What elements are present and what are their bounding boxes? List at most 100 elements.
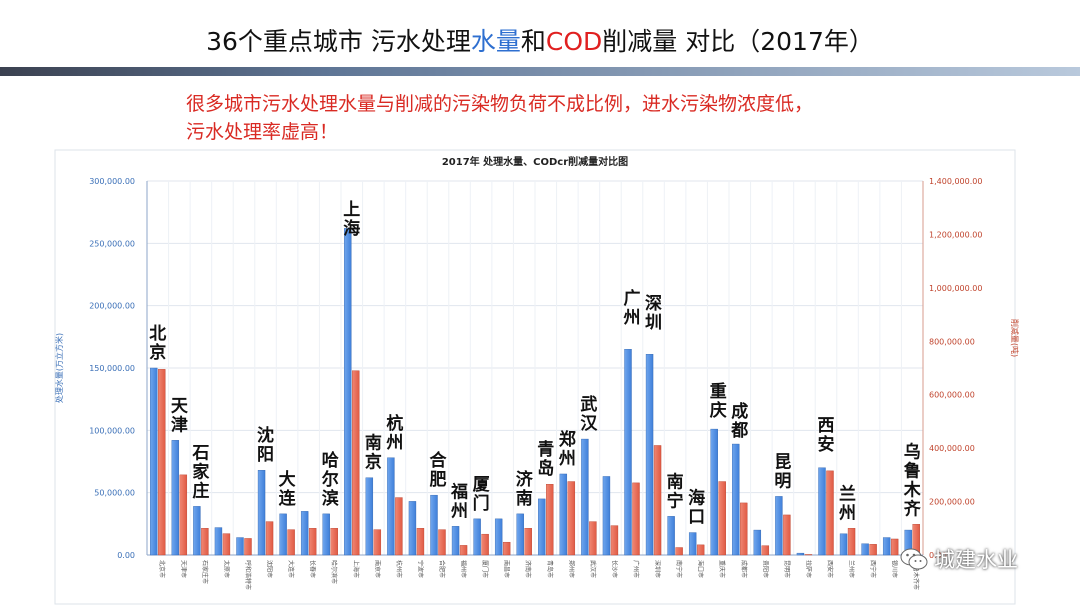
category-tick-label: 长春市 (309, 560, 317, 578)
cod-bar (890, 538, 899, 556)
category-tick-label: 西宁市 (869, 560, 877, 578)
water-bar (559, 473, 568, 556)
water-bar (645, 354, 654, 556)
city-annotation: 海口 (688, 488, 705, 528)
water-bar (193, 506, 201, 556)
city-annotation: 昆明 (774, 452, 791, 491)
cod-bar (589, 521, 597, 556)
category-tick-label: 青岛市 (546, 560, 554, 578)
category-tick-label: 武汉市 (589, 560, 597, 578)
cod-bar (438, 529, 446, 556)
water-bar (882, 537, 891, 556)
right-tick-label: 1,000,000.00 (929, 284, 982, 293)
city-annotation: 北京 (149, 324, 166, 363)
right-tick-label: 800,000.00 (929, 337, 975, 346)
category-tick-label: 南宁市 (675, 560, 683, 578)
subtitle-line-2: 污水处理率虚高！ (186, 121, 339, 143)
water-bar (344, 228, 352, 556)
water-bar (516, 513, 524, 556)
water-bar (171, 440, 180, 556)
cod-bar (632, 482, 640, 556)
city-annotation: 石家庄 (191, 443, 209, 501)
category-tick-label: 深圳市 (654, 560, 662, 578)
slide-title: 36个重点城市 污水处理水量和COD削减量 对比（2017年） (0, 22, 1080, 58)
city-annotation: 福州 (450, 481, 468, 521)
water-bar (732, 443, 740, 556)
category-tick-label: 杭州市 (395, 560, 403, 578)
left-tick-label: 100,000.00 (89, 426, 135, 435)
category-tick-label: 北京市 (158, 560, 166, 578)
category-tick-label: 福州市 (460, 560, 468, 578)
category-tick-label: 天津市 (179, 560, 187, 578)
city-annotation: 济南 (516, 469, 534, 509)
category-tick-label: 上海市 (352, 560, 360, 578)
water-bar (688, 532, 697, 556)
subtitle-line-1: 很多城市污水处理水量与削减的污染物负荷不成比例，进水污染物浓度低， (186, 93, 814, 115)
category-tick-label: 合肥市 (438, 560, 446, 578)
title-text-2: 和 (520, 27, 546, 56)
city-annotation: 西安 (818, 416, 835, 455)
water-bar (796, 552, 805, 556)
watermark-text: 城建水业 (934, 548, 1018, 572)
city-annotation: 杭州 (385, 413, 403, 453)
category-tick-label: 贵阳市 (761, 560, 769, 578)
right-tick-label: 0.00 (929, 551, 947, 560)
right-tick-label: 1,200,000.00 (929, 230, 982, 239)
left-tick-label: 150,000.00 (89, 364, 135, 373)
category-tick-label: 太原市 (222, 560, 230, 578)
category-tick-label: 沈阳市 (266, 560, 274, 578)
city-annotation: 青岛 (537, 439, 554, 479)
water-bar (581, 438, 589, 556)
water-bar (494, 518, 503, 556)
cod-bar (179, 474, 188, 556)
category-tick-label: 宁波市 (416, 560, 424, 578)
cod-bar (481, 533, 489, 556)
chart-title: 2017年 处理水量、CODcr削减量对比图 (442, 155, 628, 168)
water-bar (775, 496, 783, 556)
cod-bar (352, 370, 360, 556)
cod-bar (610, 525, 619, 556)
city-annotation: 成都 (730, 401, 748, 441)
left-tick-label: 50,000.00 (94, 489, 135, 498)
water-bar (861, 543, 869, 556)
right-tick-label: 200,000.00 (929, 498, 975, 507)
city-annotation: 深圳 (645, 293, 662, 333)
left-tick-label: 0.00 (117, 551, 135, 560)
cod-bar (847, 528, 856, 556)
category-tick-label: 重庆市 (718, 560, 726, 578)
city-annotation: 广州 (623, 288, 641, 328)
category-tick-label: 哈尔滨市 (330, 560, 338, 584)
title-text-1: 36个重点城市 污水处理 (206, 27, 471, 56)
cod-bar (826, 470, 834, 556)
water-bar (214, 527, 223, 556)
category-tick-label: 昆明市 (783, 560, 791, 578)
cod-bar (373, 529, 382, 556)
category-tick-label: 拉萨市 (804, 560, 812, 578)
right-tick-label: 600,000.00 (929, 391, 975, 400)
water-bar (236, 537, 244, 556)
category-tick-label: 兰州市 (848, 560, 856, 578)
category-tick-label: 广州市 (632, 560, 640, 578)
water-bar (430, 494, 438, 556)
right-tick-label: 1,400,000.00 (929, 177, 982, 186)
cod-bar (287, 529, 295, 556)
category-tick-label: 成都市 (740, 560, 748, 578)
left-tick-label: 300,000.00 (89, 177, 135, 186)
cod-bar (740, 502, 748, 556)
cod-bar (696, 544, 705, 556)
water-bar (257, 470, 266, 556)
water-bar (451, 526, 460, 556)
city-annotation: 武汉 (580, 394, 598, 434)
subtitle-note: 很多城市污水处理水量与削减的污染物负荷不成比例，进水污染物浓度低， 污水处理率虚… (186, 90, 926, 146)
title-text-3: 削减量 对比（2017年） (602, 27, 874, 56)
cod-bar (761, 545, 770, 556)
water-bar (365, 477, 374, 556)
cod-bar (675, 547, 683, 556)
category-tick-label: 南昌市 (503, 560, 511, 578)
water-bar (279, 513, 287, 556)
cod-bar (804, 554, 813, 556)
city-annotation: 上海 (343, 200, 360, 239)
city-annotation: 南宁 (667, 471, 684, 511)
category-tick-label: 银川市 (891, 560, 899, 578)
